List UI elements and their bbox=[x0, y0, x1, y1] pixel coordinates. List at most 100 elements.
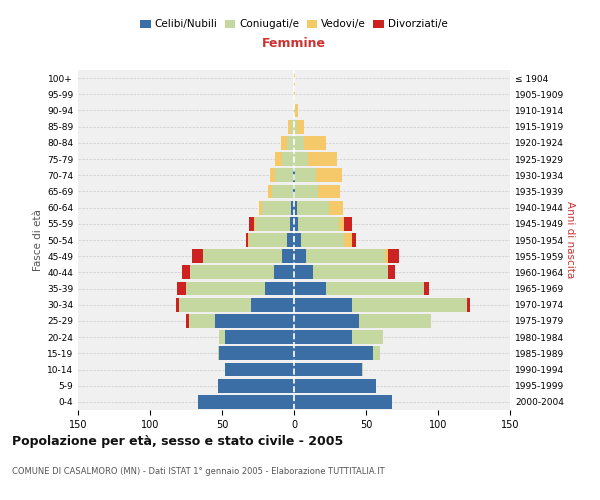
Bar bbox=[290, 217, 294, 230]
Text: Popolazione per età, sesso e stato civile - 2005: Popolazione per età, sesso e stato civil… bbox=[12, 435, 343, 448]
Bar bbox=[294, 136, 304, 149]
Bar bbox=[262, 200, 291, 214]
Bar bbox=[251, 298, 294, 312]
Bar bbox=[248, 233, 250, 247]
Bar bbox=[294, 250, 305, 263]
Bar bbox=[352, 233, 356, 247]
Bar bbox=[283, 152, 294, 166]
Bar bbox=[287, 136, 294, 149]
Bar bbox=[329, 200, 343, 214]
Bar bbox=[189, 314, 215, 328]
Bar bbox=[373, 346, 380, 360]
Bar bbox=[274, 266, 294, 280]
Bar bbox=[250, 233, 287, 247]
Bar bbox=[218, 379, 294, 392]
Bar bbox=[179, 298, 251, 312]
Bar bbox=[269, 168, 275, 182]
Bar bbox=[254, 217, 255, 230]
Bar bbox=[178, 282, 186, 296]
Bar bbox=[313, 266, 388, 280]
Bar bbox=[294, 298, 352, 312]
Bar bbox=[176, 298, 179, 312]
Bar bbox=[424, 282, 430, 296]
Bar bbox=[316, 168, 341, 182]
Bar bbox=[291, 200, 294, 214]
Bar bbox=[301, 233, 344, 247]
Bar bbox=[359, 314, 431, 328]
Bar bbox=[250, 217, 254, 230]
Bar bbox=[308, 152, 337, 166]
Bar bbox=[283, 250, 294, 263]
Bar bbox=[326, 282, 424, 296]
Bar bbox=[186, 314, 189, 328]
Bar bbox=[293, 168, 294, 182]
Bar bbox=[319, 184, 340, 198]
Bar bbox=[352, 330, 383, 344]
Y-axis label: Fasce di età: Fasce di età bbox=[33, 209, 43, 271]
Bar bbox=[215, 314, 294, 328]
Bar bbox=[190, 266, 274, 280]
Bar bbox=[295, 168, 316, 182]
Bar bbox=[291, 120, 294, 134]
Bar bbox=[388, 266, 395, 280]
Bar bbox=[295, 184, 319, 198]
Bar bbox=[298, 217, 338, 230]
Bar bbox=[294, 88, 295, 101]
Bar bbox=[192, 250, 203, 263]
Bar bbox=[225, 330, 294, 344]
Bar bbox=[295, 104, 298, 118]
Bar bbox=[288, 120, 291, 134]
Bar bbox=[268, 184, 272, 198]
Bar bbox=[344, 233, 352, 247]
Bar bbox=[197, 395, 294, 409]
Bar bbox=[219, 330, 225, 344]
Bar bbox=[186, 282, 265, 296]
Bar bbox=[294, 395, 392, 409]
Bar bbox=[275, 152, 283, 166]
Bar bbox=[247, 233, 248, 247]
Bar bbox=[287, 233, 294, 247]
Bar bbox=[294, 200, 297, 214]
Text: Femmine: Femmine bbox=[262, 36, 326, 50]
Bar bbox=[338, 217, 344, 230]
Bar bbox=[304, 136, 326, 149]
Bar bbox=[259, 200, 262, 214]
Bar bbox=[272, 184, 293, 198]
Bar bbox=[362, 362, 363, 376]
Bar bbox=[294, 282, 326, 296]
Bar bbox=[218, 346, 219, 360]
Bar bbox=[385, 250, 388, 263]
Bar bbox=[467, 298, 470, 312]
Bar bbox=[294, 330, 352, 344]
Legend: Celibi/Nubili, Coniugati/e, Vedovi/e, Divorziati/e: Celibi/Nubili, Coniugati/e, Vedovi/e, Di… bbox=[138, 18, 450, 32]
Y-axis label: Anni di nascita: Anni di nascita bbox=[565, 202, 575, 278]
Bar bbox=[294, 314, 359, 328]
Bar bbox=[294, 362, 362, 376]
Bar bbox=[352, 298, 467, 312]
Bar bbox=[344, 217, 352, 230]
Bar bbox=[294, 379, 376, 392]
Bar bbox=[294, 233, 301, 247]
Bar bbox=[219, 346, 294, 360]
Bar bbox=[281, 136, 287, 149]
Bar bbox=[388, 250, 399, 263]
Bar bbox=[294, 152, 308, 166]
Bar bbox=[294, 71, 295, 85]
Bar bbox=[294, 104, 295, 118]
Bar bbox=[294, 168, 295, 182]
Bar bbox=[255, 217, 290, 230]
Bar bbox=[293, 184, 294, 198]
Bar bbox=[305, 250, 385, 263]
Bar bbox=[297, 120, 304, 134]
Bar bbox=[297, 200, 329, 214]
Bar bbox=[275, 168, 293, 182]
Bar bbox=[265, 282, 294, 296]
Text: COMUNE DI CASALMORO (MN) - Dati ISTAT 1° gennaio 2005 - Elaborazione TUTTITALIA.: COMUNE DI CASALMORO (MN) - Dati ISTAT 1°… bbox=[12, 468, 385, 476]
Bar bbox=[294, 184, 295, 198]
Bar bbox=[294, 266, 313, 280]
Bar bbox=[225, 362, 294, 376]
Bar bbox=[203, 250, 283, 263]
Bar bbox=[294, 346, 373, 360]
Bar bbox=[294, 217, 298, 230]
Bar bbox=[294, 120, 297, 134]
